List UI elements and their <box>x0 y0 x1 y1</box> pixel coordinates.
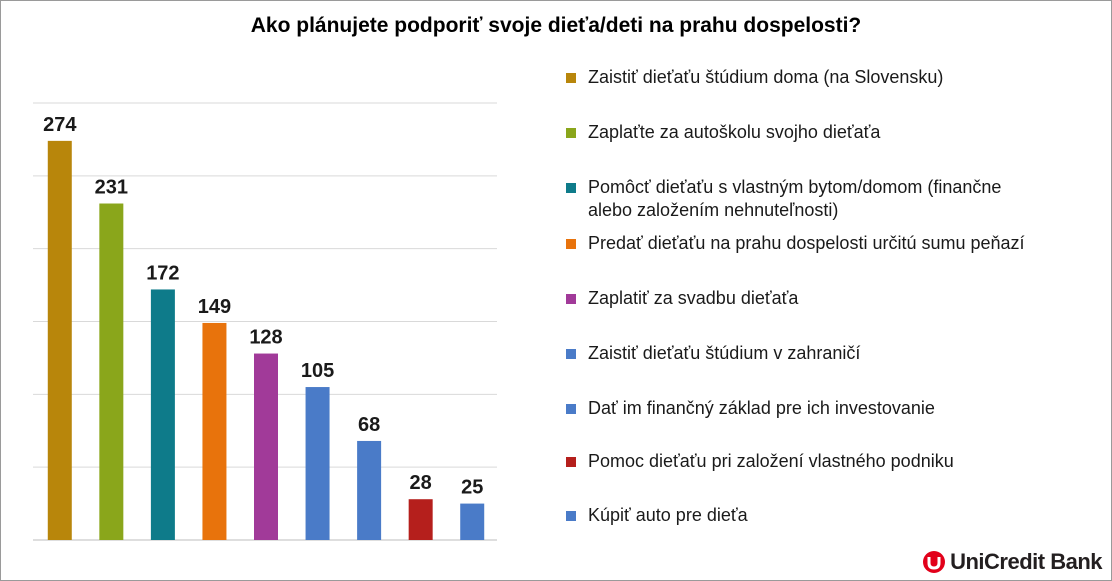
data-label-5: 128 <box>249 327 282 349</box>
bar-1 <box>47 140 72 540</box>
bar-6 <box>305 387 330 540</box>
legend-label: Zaplatiť za svadbu dieťaťa <box>588 288 799 308</box>
legend-swatch <box>566 404 576 414</box>
legend-label: Dať im finančný základ pre ich investova… <box>588 398 935 418</box>
data-label-3: 172 <box>146 262 179 284</box>
chart-title: Ako plánujete podporiť svoje dieťa/deti … <box>250 14 862 37</box>
legend-swatch <box>566 349 576 359</box>
bar-5 <box>254 353 278 540</box>
data-label-8: 28 <box>410 472 432 494</box>
legend-item-3: Pomôcť dieťaťu s vlastným bytom/domom (f… <box>566 176 1026 222</box>
legend-label: Kúpiť auto pre dieťa <box>588 505 748 525</box>
data-label-2: 231 <box>95 177 128 199</box>
bar-4 <box>202 322 227 540</box>
legend-label: Pomoc dieťaťu pri založení vlastného pod… <box>588 451 954 471</box>
legend-item-1: Zaistiť dieťaťu štúdium doma (na Slovens… <box>566 66 1026 89</box>
data-label-1: 274 <box>43 114 77 136</box>
legend-swatch <box>566 294 576 304</box>
legend-item-6: Zaistiť dieťaťu štúdium v zahraničí <box>566 342 1026 365</box>
data-label-6: 105 <box>301 360 334 382</box>
bar-8 <box>408 499 433 540</box>
legend-label: Zaplaťte za autoškolu svojho dieťaťa <box>588 122 881 142</box>
legend-item-8: Pomoc dieťaťu pri založení vlastného pod… <box>566 450 1026 473</box>
data-label-4: 149 <box>198 296 231 318</box>
legend-swatch <box>566 128 576 138</box>
legend-swatch <box>566 511 576 521</box>
bar-9 <box>460 503 485 540</box>
legend-item-7: Dať im finančný základ pre ich investova… <box>566 397 1026 420</box>
data-label-9: 25 <box>461 477 483 499</box>
unicredit-logo: UniCredit Bank <box>922 549 1102 575</box>
legend-item-4: Predať dieťaťu na prahu dospelosti určit… <box>566 232 1026 255</box>
legend-label: Zaistiť dieťaťu štúdium doma (na Slovens… <box>588 67 944 87</box>
legend-swatch <box>566 457 576 467</box>
legend-swatch <box>566 239 576 249</box>
data-label-7: 68 <box>358 414 380 436</box>
legend-label: Zaistiť dieťaťu štúdium v zahraničí <box>588 343 861 363</box>
unicredit-logo-icon <box>923 551 946 573</box>
legend-item-2: Zaplaťte za autoškolu svojho dieťaťa <box>566 121 1026 144</box>
legend-swatch <box>566 73 576 83</box>
legend-item-5: Zaplatiť za svadbu dieťaťa <box>566 287 1026 310</box>
legend-item-9: Kúpiť auto pre dieťa <box>566 504 1026 527</box>
bar-3 <box>150 289 175 540</box>
legend-swatch <box>566 183 576 193</box>
bar-2 <box>99 203 124 540</box>
legend-label: Predať dieťaťu na prahu dospelosti určit… <box>588 233 1025 253</box>
bar-7 <box>357 440 382 540</box>
legend-label: Pomôcť dieťaťu s vlastným bytom/domom (f… <box>588 177 1002 220</box>
logo-text: UniCredit Bank <box>950 549 1102 574</box>
